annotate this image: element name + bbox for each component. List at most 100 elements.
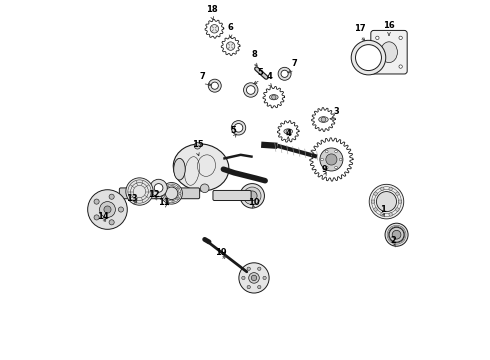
Circle shape bbox=[389, 227, 404, 242]
Circle shape bbox=[231, 121, 245, 135]
Circle shape bbox=[271, 95, 276, 99]
Circle shape bbox=[172, 184, 174, 186]
Circle shape bbox=[208, 79, 221, 92]
Circle shape bbox=[247, 191, 257, 201]
FancyBboxPatch shape bbox=[120, 188, 199, 199]
Circle shape bbox=[150, 179, 167, 197]
Circle shape bbox=[249, 273, 259, 283]
Circle shape bbox=[126, 178, 153, 205]
Ellipse shape bbox=[284, 129, 293, 134]
Circle shape bbox=[242, 276, 245, 280]
Circle shape bbox=[251, 275, 257, 281]
Circle shape bbox=[104, 206, 111, 213]
Circle shape bbox=[240, 184, 265, 208]
Circle shape bbox=[210, 24, 219, 33]
Circle shape bbox=[234, 123, 243, 132]
Circle shape bbox=[389, 187, 392, 190]
Text: 3: 3 bbox=[334, 107, 340, 116]
Text: 2: 2 bbox=[391, 236, 396, 245]
Text: 6: 6 bbox=[228, 22, 234, 31]
Circle shape bbox=[369, 184, 404, 219]
Circle shape bbox=[374, 208, 377, 211]
Text: 11: 11 bbox=[158, 198, 170, 207]
Ellipse shape bbox=[381, 42, 397, 63]
Circle shape bbox=[154, 184, 163, 192]
Text: 19: 19 bbox=[215, 248, 226, 257]
Circle shape bbox=[244, 187, 261, 204]
Circle shape bbox=[119, 207, 123, 212]
Ellipse shape bbox=[318, 117, 328, 122]
Circle shape bbox=[398, 200, 402, 203]
Text: 18: 18 bbox=[206, 4, 218, 13]
Circle shape bbox=[177, 187, 179, 189]
Circle shape bbox=[94, 215, 99, 220]
Circle shape bbox=[109, 194, 114, 199]
Circle shape bbox=[226, 42, 235, 50]
Text: 17: 17 bbox=[354, 24, 366, 33]
Circle shape bbox=[166, 199, 169, 202]
Circle shape bbox=[381, 187, 384, 190]
Text: 15: 15 bbox=[192, 140, 203, 149]
Circle shape bbox=[335, 150, 337, 153]
Text: 8: 8 bbox=[251, 50, 257, 59]
Text: 4: 4 bbox=[285, 129, 291, 138]
Circle shape bbox=[351, 40, 386, 75]
Circle shape bbox=[247, 285, 250, 289]
Circle shape bbox=[177, 198, 179, 200]
Ellipse shape bbox=[174, 158, 185, 180]
Circle shape bbox=[165, 187, 178, 199]
Text: 10: 10 bbox=[248, 198, 260, 207]
Circle shape bbox=[376, 65, 379, 68]
Circle shape bbox=[164, 186, 179, 201]
Circle shape bbox=[321, 158, 323, 161]
Circle shape bbox=[371, 200, 375, 203]
Circle shape bbox=[94, 199, 99, 204]
Circle shape bbox=[399, 36, 402, 40]
Circle shape bbox=[263, 276, 266, 280]
Circle shape bbox=[258, 267, 261, 270]
Circle shape bbox=[258, 285, 261, 289]
Circle shape bbox=[374, 192, 377, 195]
Circle shape bbox=[325, 150, 328, 153]
Circle shape bbox=[392, 230, 401, 239]
Circle shape bbox=[163, 195, 165, 197]
Circle shape bbox=[163, 189, 165, 192]
Circle shape bbox=[247, 267, 250, 270]
Circle shape bbox=[239, 263, 269, 293]
Circle shape bbox=[200, 184, 209, 193]
Circle shape bbox=[376, 36, 379, 40]
Text: 9: 9 bbox=[321, 165, 327, 174]
Text: 12: 12 bbox=[148, 190, 160, 199]
Text: 4: 4 bbox=[266, 72, 272, 81]
Circle shape bbox=[166, 185, 169, 187]
Circle shape bbox=[325, 166, 328, 169]
Text: 16: 16 bbox=[383, 21, 395, 30]
Circle shape bbox=[286, 129, 291, 134]
Circle shape bbox=[356, 45, 381, 71]
Text: 5: 5 bbox=[230, 126, 236, 135]
Circle shape bbox=[326, 154, 337, 165]
Circle shape bbox=[385, 223, 408, 246]
Ellipse shape bbox=[270, 95, 278, 100]
Circle shape bbox=[194, 143, 201, 149]
Circle shape bbox=[340, 158, 342, 161]
Circle shape bbox=[395, 208, 399, 211]
Circle shape bbox=[109, 220, 114, 225]
Circle shape bbox=[389, 213, 392, 216]
FancyBboxPatch shape bbox=[371, 31, 407, 74]
Circle shape bbox=[395, 192, 399, 195]
Circle shape bbox=[374, 189, 398, 214]
Circle shape bbox=[320, 148, 343, 171]
Circle shape bbox=[244, 83, 258, 97]
Circle shape bbox=[161, 183, 182, 204]
Circle shape bbox=[211, 82, 219, 89]
Circle shape bbox=[321, 117, 326, 122]
Circle shape bbox=[281, 70, 288, 77]
Circle shape bbox=[376, 192, 396, 212]
Text: 13: 13 bbox=[126, 194, 137, 203]
Text: 7: 7 bbox=[199, 72, 205, 81]
Ellipse shape bbox=[173, 144, 229, 191]
Circle shape bbox=[335, 166, 337, 169]
Circle shape bbox=[246, 86, 255, 94]
Text: 14: 14 bbox=[97, 212, 109, 221]
